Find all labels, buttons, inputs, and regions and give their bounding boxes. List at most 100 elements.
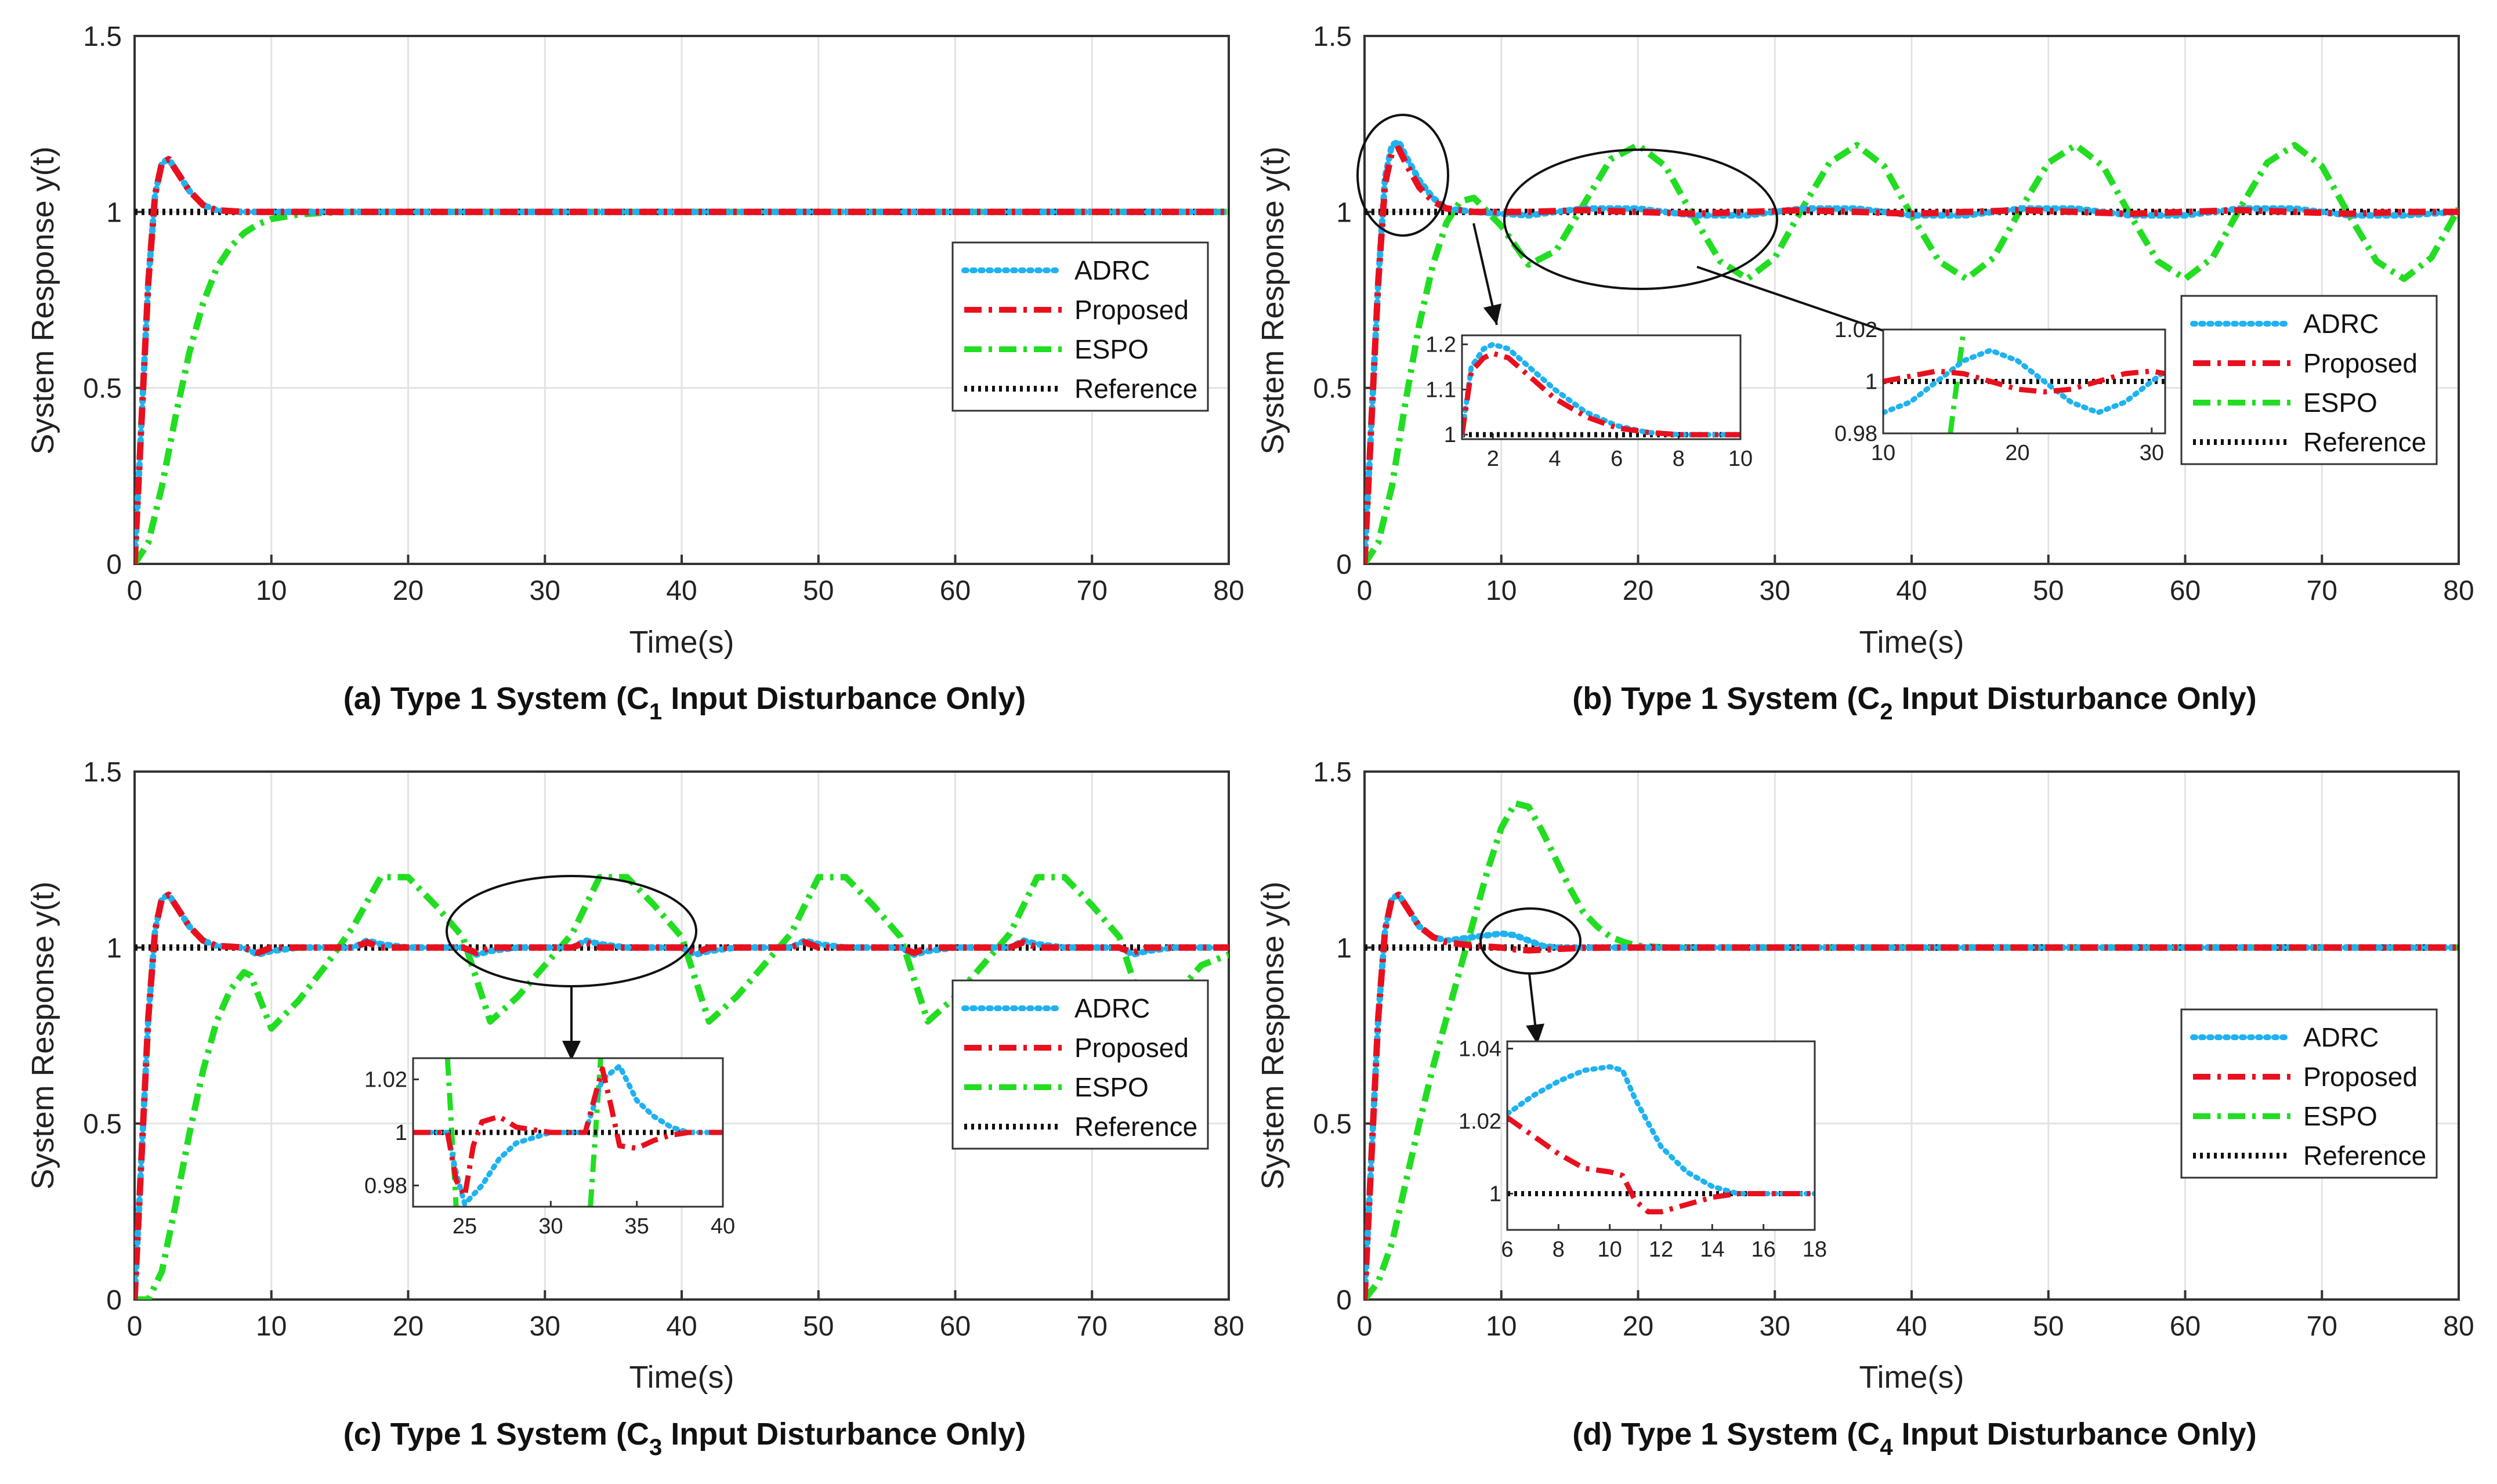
x-tick-label: 20: [393, 1311, 424, 1342]
legend-label-proposed: Proposed: [2303, 1062, 2418, 1092]
series-line-espo: [1365, 142, 2459, 564]
caption-tail: Input Disturbance Only): [662, 1417, 1026, 1452]
chart-panel-a: 0 10 20 30 40 50 60 70 80 0 0.5 1 1.5 Time(s) System R…: [26, 21, 1244, 725]
legend: ADRC Proposed ESPO Reference: [2180, 295, 2438, 465]
zoom-ellipse: [1503, 149, 1778, 290]
inset-frame: [1882, 328, 2166, 435]
series-group: [1365, 138, 2459, 564]
inset-y-tick-label: 1.1: [1425, 378, 1456, 402]
inset-series-line-adrc: [1462, 342, 1740, 437]
x-tick-label: 80: [2443, 575, 2474, 606]
x-tick-label: 0: [1357, 1311, 1373, 1342]
inset-y-tick-label: 1.02: [364, 1068, 407, 1092]
y-tick-label: 1.5: [1313, 21, 1352, 52]
inset-series-line-proposed: [1507, 1115, 1815, 1215]
x-tick-label: 40: [666, 1311, 697, 1342]
x-tick-label: 30: [1760, 575, 1790, 606]
x-tick-label: 0: [1357, 575, 1373, 606]
chart-panel-d: 0 10 20 30 40 50 60 70 80 0 0.5 1 1.5 Time(s) System R…: [1255, 757, 2474, 1460]
inset-x-tick-label: 30: [2140, 441, 2164, 465]
x-tick-label: 40: [1896, 575, 1927, 606]
zoom-inset: 10 20 30 0.98 1 1.02: [1503, 149, 2166, 465]
inset-frame: [412, 1057, 724, 1208]
series-line-espo: [1365, 800, 2459, 1300]
x-tick-label: 30: [530, 1311, 560, 1342]
legend: ADRC Proposed ESPO Reference: [2180, 1008, 2438, 1179]
x-tick-label: 10: [1486, 575, 1517, 606]
series-group: [1365, 800, 2459, 1300]
caption-subscript: 2: [1880, 699, 1892, 725]
inset-x-tick-label: 2: [1487, 447, 1499, 471]
zoom-inset: 2 4 6 8 10 1 1.1 1.2: [1356, 114, 1753, 471]
x-tick-label: 50: [2033, 1311, 2064, 1342]
legend-label-reference: Reference: [2303, 427, 2426, 457]
inset-x-tick-label: 40: [711, 1214, 735, 1239]
x-axis-label: Time(s): [1859, 625, 1964, 660]
legend-label-espo: ESPO: [1074, 1072, 1149, 1102]
legend-label-espo: ESPO: [2303, 388, 2377, 418]
zoom-inset: 25 30 35 40 0.98 1 1.02: [364, 875, 735, 1239]
inset-x-tick-label: 20: [2005, 441, 2029, 465]
inset-x-tick-label: 6: [1611, 447, 1623, 471]
legend-label-proposed: Proposed: [1074, 295, 1189, 325]
legend-label-espo: ESPO: [1074, 334, 1149, 364]
inset-x-tick-label: 35: [625, 1214, 649, 1239]
x-tick-label: 70: [2307, 1311, 2337, 1342]
y-tick-label: 0: [106, 1285, 122, 1316]
y-tick-label: 1.5: [1313, 757, 1352, 788]
inset-area: [1507, 1041, 1815, 1230]
legend: ADRC Proposed ESPO Reference: [951, 241, 1209, 412]
x-tick-label: 80: [2443, 1311, 2474, 1342]
x-tick-label: 10: [256, 1311, 287, 1342]
inset-frame: [1461, 334, 1742, 440]
y-tick-label: 0: [106, 549, 122, 580]
x-tick-label: 30: [530, 575, 560, 606]
zoom-arrow-head: [1483, 303, 1502, 325]
y-tick-label: 1: [1336, 933, 1352, 964]
inset-x-tick-label: 18: [1803, 1237, 1827, 1262]
x-tick-label: 60: [2170, 575, 2201, 606]
inset-y-tick-label: 1: [1489, 1182, 1501, 1207]
inset-x-tick-label: 4: [1548, 447, 1561, 471]
legend-label-adrc: ADRC: [1074, 993, 1150, 1023]
inset-y-tick-label: 1.2: [1425, 333, 1456, 357]
y-tick-label: 0.5: [83, 374, 122, 404]
inset-y-tick-label: 1.04: [1459, 1037, 1501, 1062]
x-axis-label: Time(s): [629, 625, 734, 660]
x-tick-label: 70: [2307, 575, 2337, 606]
inset-series-line-proposed: [413, 1066, 723, 1199]
x-tick-label: 30: [1760, 1311, 1790, 1342]
x-tick-label: 50: [803, 1311, 834, 1342]
inset-series-group: [1883, 330, 2165, 433]
inset-x-tick-label: 10: [1728, 447, 1753, 471]
series-line-espo: [135, 874, 1229, 1300]
zoom-arrow-head: [562, 1041, 581, 1060]
zoom-inset: 6 8 10 12 14 16 18 1 1.02 1.04: [1459, 907, 1827, 1262]
inset-x-tick-label: 12: [1649, 1237, 1673, 1262]
series-group: [135, 874, 1229, 1300]
inset-series-line-adrc: [1883, 348, 2165, 415]
x-tick-label: 40: [1896, 1311, 1927, 1342]
y-tick-label: 1: [106, 933, 122, 964]
x-axis-label: Time(s): [629, 1360, 734, 1395]
series-line-proposed: [1365, 891, 2459, 1300]
x-tick-label: 80: [1213, 1311, 1244, 1342]
caption-tail: Input Disturbance Only): [662, 681, 1026, 716]
panel-caption: (d) Type 1 System (C4 Input Disturbance …: [1572, 1417, 2256, 1460]
inset-y-tick-label: 1: [395, 1121, 407, 1145]
caption-tail: Input Disturbance Only): [1893, 1417, 2257, 1452]
legend-label-reference: Reference: [1074, 1112, 1197, 1142]
x-tick-label: 60: [940, 1311, 971, 1342]
inset-y-tick-label: 1: [1444, 423, 1456, 447]
inset-x-tick-label: 25: [453, 1214, 477, 1239]
y-tick-label: 0.5: [83, 1109, 122, 1140]
legend-label-espo: ESPO: [2303, 1101, 2377, 1131]
y-tick-label: 0.5: [1313, 1109, 1352, 1140]
inset-y-tick-label: 1.02: [1834, 318, 1877, 342]
x-tick-label: 20: [393, 575, 424, 606]
inset-x-tick-label: 8: [1673, 447, 1685, 471]
inset-series-line-proposed: [1462, 350, 1740, 437]
series-group: [135, 155, 1229, 564]
zoom-arrow-head: [1526, 1023, 1545, 1044]
